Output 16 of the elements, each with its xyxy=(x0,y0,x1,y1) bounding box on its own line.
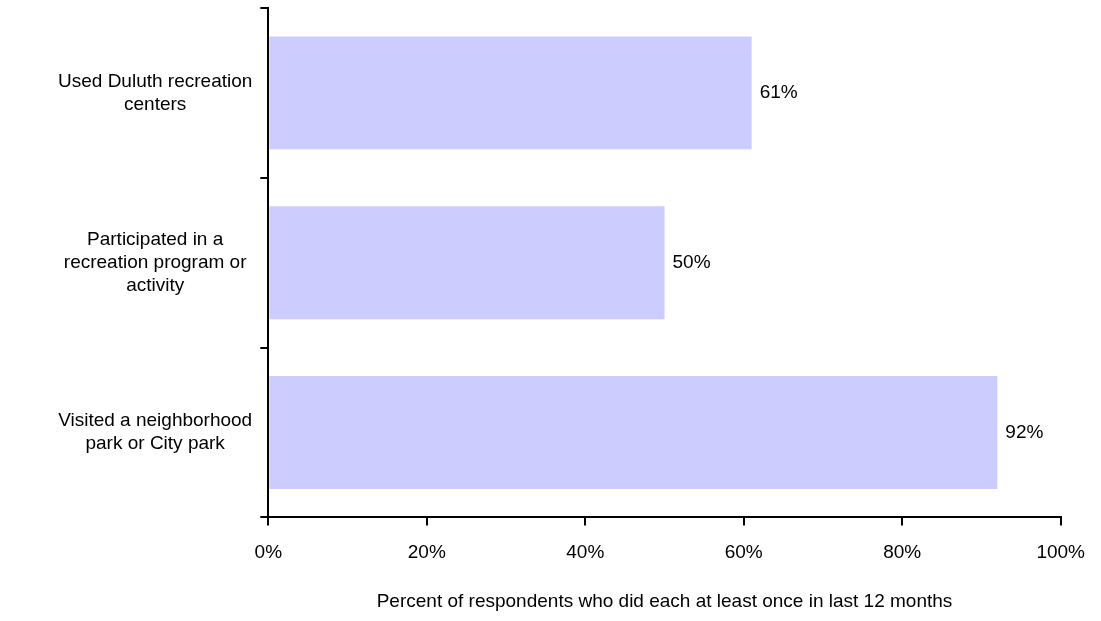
x-tick-label: 60% xyxy=(724,541,763,563)
x-tick-label: 100% xyxy=(1036,541,1086,563)
x-tick-label: 40% xyxy=(566,541,605,563)
y-tick-label: Visited a neighborhood park or City park xyxy=(58,409,253,454)
data-label: 50% xyxy=(672,250,711,272)
data-label: 92% xyxy=(1005,420,1044,442)
x-axis-title: Percent of respondents who did each at least once in last 12 months xyxy=(376,589,953,611)
x-tick-label: 20% xyxy=(407,541,446,563)
y-tick-label: Participated in a recreation program or activity xyxy=(63,228,248,295)
x-tick-label: 80% xyxy=(883,541,922,563)
y-tick-label: Used Duluth recreation centers xyxy=(58,69,253,114)
bar xyxy=(269,376,998,489)
bar xyxy=(269,36,752,150)
data-label: 61% xyxy=(759,81,798,103)
bar xyxy=(269,206,665,320)
x-tick-label: 0% xyxy=(254,541,283,563)
